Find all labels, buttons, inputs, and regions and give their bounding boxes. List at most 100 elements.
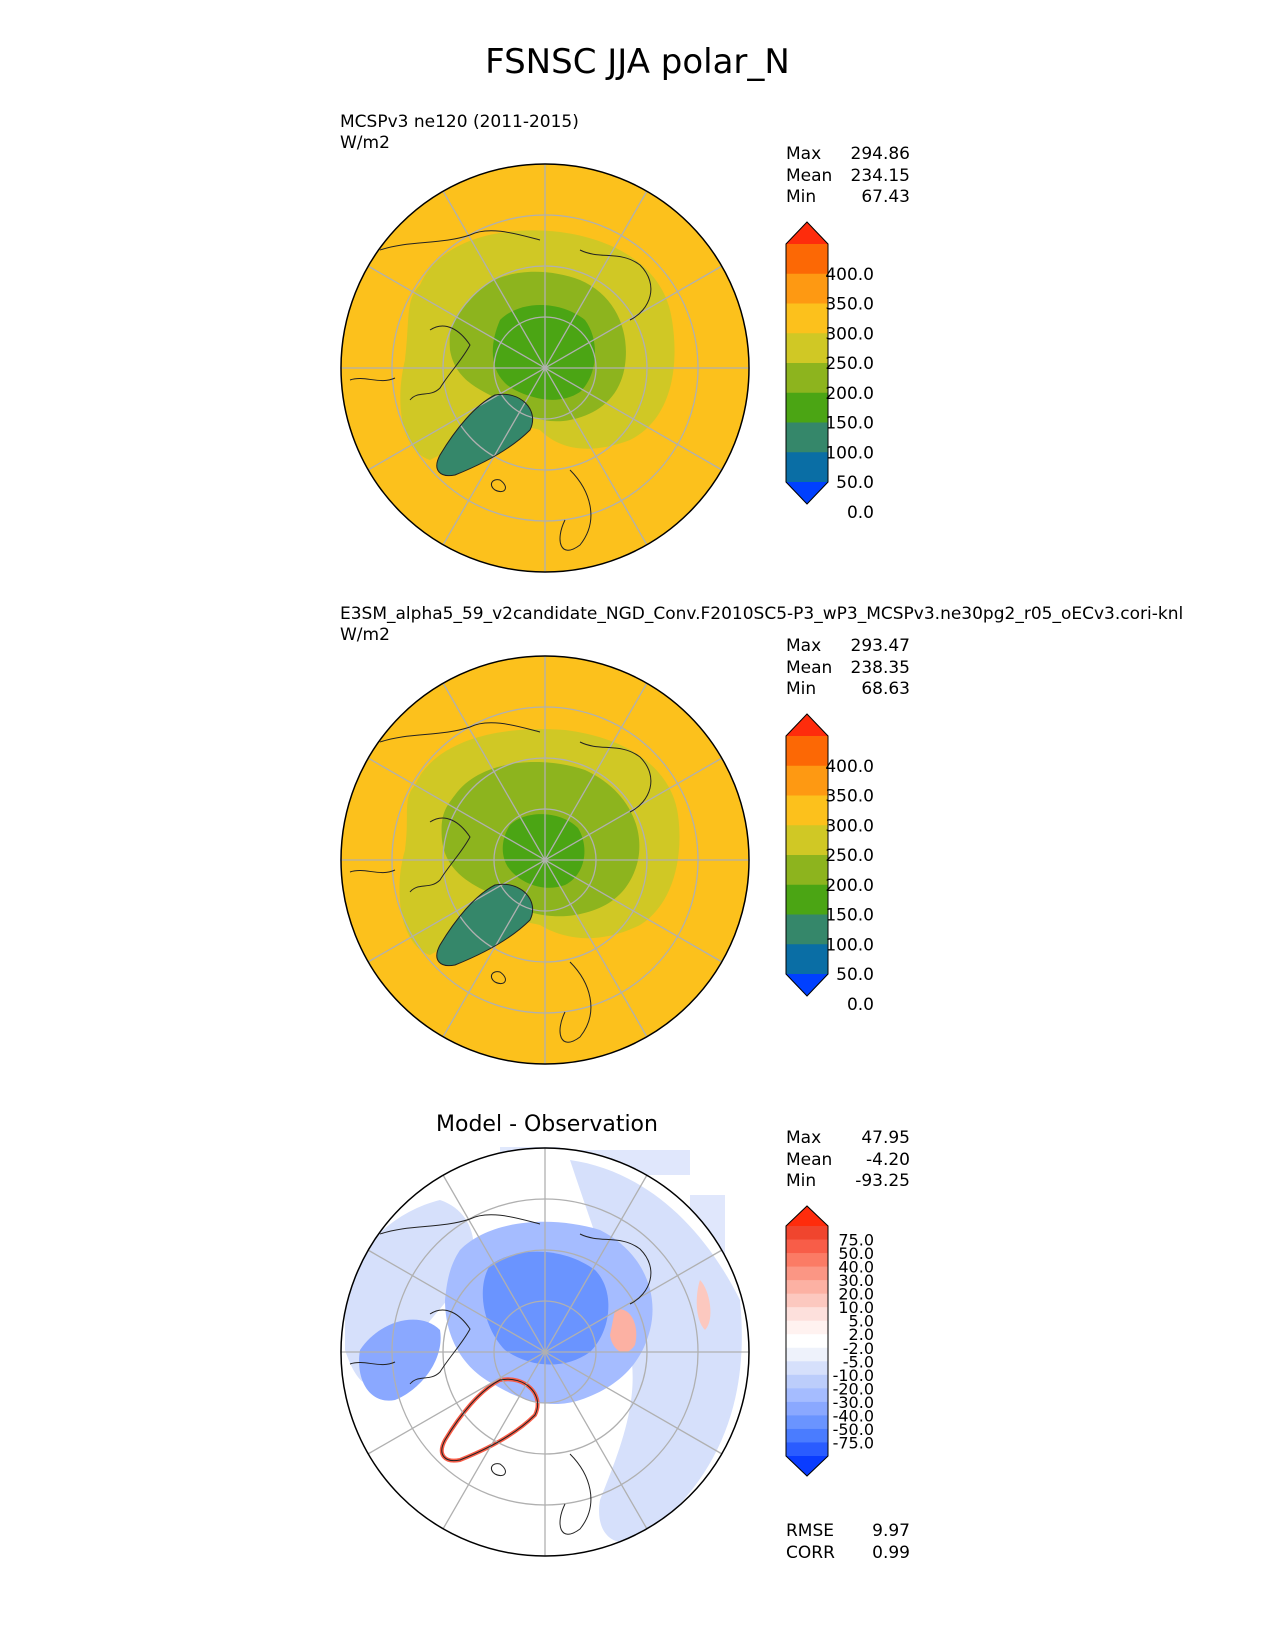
metric-label-rmse: RMSE <box>786 1521 835 1541</box>
colorbar-outline <box>785 221 829 505</box>
colorbar-tick-label: 150.0 <box>825 906 874 926</box>
colorbar-segment <box>786 1280 828 1295</box>
coastlines <box>349 1214 652 1535</box>
colorbar-segment <box>786 884 828 915</box>
colorbar-tick-label: -5.0 <box>843 1352 874 1371</box>
field-fill-greenland <box>436 884 533 966</box>
colorbar-tick-label: -50.0 <box>833 1420 874 1439</box>
colorbar-segment <box>786 1293 828 1308</box>
map-boundary <box>340 1147 750 1557</box>
map-boundary <box>340 655 750 1065</box>
colorbar-tick-label: 400.0 <box>825 757 874 777</box>
colorbar-tick-label: 150.0 <box>825 414 874 434</box>
colorbar-tick-label: 100.0 <box>825 935 874 955</box>
colorbar-segment <box>786 1388 828 1403</box>
colorbar-tick-label: 250.0 <box>825 354 874 374</box>
stat-value-max: 293.47 <box>850 636 910 656</box>
panel-1-units: W/m2 <box>340 133 390 153</box>
colorbar-segment <box>786 333 828 364</box>
colorbar-extend-min <box>786 482 828 504</box>
stat-value-max: 47.95 <box>861 1128 910 1148</box>
colorbar-segment <box>786 1442 828 1457</box>
stat-value-min: 67.43 <box>861 187 910 207</box>
colorbar-tick-label: 10.0 <box>838 1298 874 1317</box>
colorbar-segment <box>786 825 828 856</box>
metric-value-corr: 0.99 <box>872 1542 910 1563</box>
stat-value-mean: 234.15 <box>850 165 910 186</box>
panel-3-stats: Max 47.95 Mean -4.20 Min -93.25 <box>786 1128 910 1193</box>
colorbar-tick-label: -20.0 <box>833 1379 874 1398</box>
stat-label-max: Max <box>786 144 822 164</box>
field-fill-positive-patch <box>696 1280 711 1330</box>
stat-label-max: Max <box>786 636 822 656</box>
field-fill-100-150 <box>502 814 585 888</box>
colorbar-tick-label: 200.0 <box>825 384 874 404</box>
colorbar-tick-label: -75.0 <box>833 1433 874 1452</box>
colorbar-segment <box>786 303 828 334</box>
colorbar-tick-label: -2.0 <box>843 1339 874 1358</box>
colorbar-segment <box>786 363 828 394</box>
colorbar-extend-max <box>786 1206 828 1226</box>
graticule-lines <box>341 1148 749 1556</box>
colorbar-tick-label: 200.0 <box>825 876 874 896</box>
colorbar-tick-label: 350.0 <box>825 787 874 807</box>
coastlines <box>349 722 652 1043</box>
coastlines <box>349 230 652 551</box>
colorbar-tick-label: -40.0 <box>833 1406 874 1425</box>
stat-label-mean: Mean <box>786 1149 833 1170</box>
colorbar-extend-min <box>786 974 828 996</box>
colorbar-segment <box>786 914 828 945</box>
colorbar-tick-label: 0.0 <box>847 995 874 1015</box>
colorbar-tick-label: 300.0 <box>825 324 874 344</box>
panel-2-colorbar: 400.0 350.0 300.0 250.0 200.0 150.0 100.0 50.0 0… <box>785 713 874 1015</box>
colorbar-tick-label: 100.0 <box>825 443 874 463</box>
panel-2-title: E3SM_alpha5_59_v2candidate_NGD_Conv.F201… <box>340 604 1184 624</box>
stat-label-min: Min <box>786 187 817 207</box>
stat-value-mean: 238.35 <box>850 657 910 678</box>
colorbar-tick-label: 2.0 <box>849 1325 874 1344</box>
colorbar-extend-max <box>786 714 828 736</box>
colorbar-tick-label: 50.0 <box>836 965 874 985</box>
colorbar-tick-label: 75.0 <box>838 1231 874 1250</box>
colorbar-tick-label: 30.0 <box>838 1271 874 1290</box>
graticule-lines <box>341 656 749 1064</box>
colorbar-tick-label: 50.0 <box>838 1244 874 1263</box>
colorbar-tick-label: 5.0 <box>849 1312 874 1331</box>
colorbar-segment <box>786 736 828 767</box>
colorbar-tick-label: 300.0 <box>825 816 874 836</box>
stat-value-max: 294.86 <box>850 144 910 164</box>
colorbar-segment <box>786 1361 828 1376</box>
colorbar-segment <box>786 944 828 975</box>
map-boundary <box>340 163 750 573</box>
colorbar-segment <box>786 1226 828 1241</box>
panel-1-stats: Max 294.86 Mean 234.15 Min 67.43 <box>786 144 910 209</box>
field-fill-100-150 <box>492 305 596 400</box>
colorbar-extend-min <box>786 1456 828 1476</box>
panel-2-units: W/m2 <box>340 625 390 645</box>
colorbar-segment <box>786 392 828 423</box>
colorbar-segment <box>786 1320 828 1335</box>
panel-2-stats: Max 293.47 Mean 238.35 Min 68.63 <box>786 636 910 701</box>
stat-value-min: -93.25 <box>855 1171 910 1191</box>
colorbar-segment <box>786 1428 828 1443</box>
panel-1-colorbar: 400.0 350.0 300.0 250.0 200.0 150.0 100.0 50.0 0… <box>785 221 874 523</box>
colorbar-segment <box>786 1307 828 1322</box>
colorbar-segment <box>786 273 828 304</box>
colorbar-segment <box>786 1374 828 1389</box>
colorbar-segment <box>786 1347 828 1362</box>
colorbar-tick-label: 20.0 <box>838 1285 874 1304</box>
colorbar-segment <box>786 795 828 826</box>
colorbar-outline <box>785 713 829 997</box>
stat-label-mean: Mean <box>786 165 833 186</box>
colorbar-segment <box>786 422 828 453</box>
stat-value-mean: -4.20 <box>866 1149 910 1170</box>
colorbar-tick-label: -10.0 <box>833 1366 874 1385</box>
panel-3-metrics: RMSE 9.97 CORR 0.99 <box>786 1521 910 1564</box>
colorbar-segment <box>786 452 828 483</box>
colorbar-segment <box>786 855 828 886</box>
colorbar-extend-max <box>786 222 828 244</box>
stat-label-min: Min <box>786 1171 817 1191</box>
colorbar-outline <box>785 1205 829 1477</box>
